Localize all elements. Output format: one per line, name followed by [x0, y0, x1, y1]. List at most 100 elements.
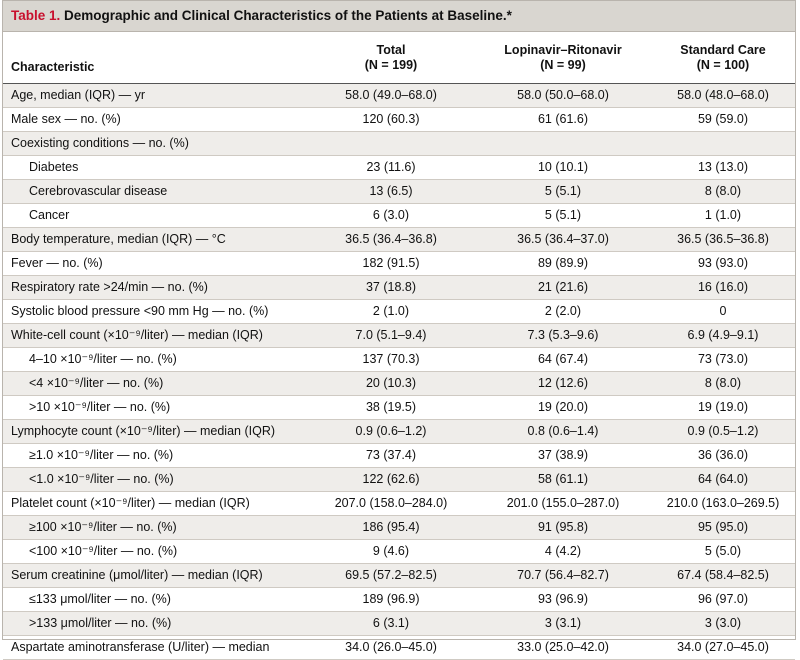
cell-total: 6 (3.0): [372, 208, 410, 222]
cell-standard-care: 13 (13.0): [697, 160, 749, 174]
cell-standard-care: 73 (73.0): [697, 352, 749, 366]
header-standard-care-n: (N = 100): [696, 58, 750, 72]
row-label: >133 μmol/liter — no. (%): [29, 616, 172, 630]
cell-lopinavir: 61 (61.6): [537, 112, 589, 126]
table-caption: Table 1. Demographic and Clinical Charac…: [3, 1, 795, 32]
header-total: Total (N = 199): [321, 43, 461, 73]
header-lopinavir: Lopinavir–Ritonavir (N = 99): [473, 43, 653, 73]
row-label: >10 ×10⁻⁹/liter — no. (%): [29, 400, 171, 414]
table-title: Demographic and Clinical Characteristics…: [60, 8, 512, 23]
header-total-n: (N = 199): [364, 58, 418, 72]
header-standard-care: Standard Care (N = 100): [633, 43, 800, 73]
table-row: Respiratory rate >24/min — no. (%) 37 (18…: [3, 276, 795, 300]
row-label: <100 ×10⁻⁹/liter — no. (%): [29, 544, 178, 558]
cell-total: 69.5 (57.2–82.5): [345, 568, 437, 582]
cell-lopinavir: 5 (5.1): [544, 208, 582, 222]
row-label: <1.0 ×10⁻⁹/liter — no. (%): [29, 472, 174, 486]
cell-total: 7.0 (5.1–9.4): [355, 328, 427, 342]
table-row: >133 μmol/liter — no. (%) 6 (3.1) 3 (3.1) 3…: [3, 612, 795, 636]
cell-total: 0.9 (0.6–1.2): [355, 424, 427, 438]
table-row: Coexisting conditions — no. (%): [3, 132, 795, 156]
cell-standard-care: 93 (93.0): [697, 256, 749, 270]
table-row: Male sex — no. (%) 120 (60.3) 61 (61.6) 59 …: [3, 108, 795, 132]
table-row: Body temperature, median (IQR) — °C 36.5 …: [3, 228, 795, 252]
cell-lopinavir: 7.3 (5.3–9.6): [527, 328, 599, 342]
cell-lopinavir: 5 (5.1): [544, 184, 582, 198]
cell-standard-care: 0.9 (0.5–1.2): [687, 424, 759, 438]
row-label: Platelet count (×10⁻⁹/liter) — median (I…: [11, 496, 250, 510]
row-label: Serum creatinine (μmol/liter) — median (…: [11, 568, 263, 582]
header-characteristic: Characteristic: [11, 60, 95, 74]
row-label: Respiratory rate >24/min — no. (%): [11, 280, 208, 294]
table-row: >10 ×10⁻⁹/liter — no. (%) 38 (19.5) 19 (20…: [3, 396, 795, 420]
row-label: Coexisting conditions — no. (%): [11, 136, 189, 150]
row-label: ≥1.0 ×10⁻⁹/liter — no. (%): [29, 448, 174, 462]
cell-standard-care: 96 (97.0): [697, 592, 749, 606]
cell-standard-care: 16 (16.0): [697, 280, 749, 294]
cell-standard-care: 5 (5.0): [704, 544, 742, 558]
table-row: Age, median (IQR) — yr 58.0 (49.0–68.0) 58…: [3, 84, 795, 108]
table-row: ≤133 μmol/liter — no. (%) 189 (96.9) 93 (9…: [3, 588, 795, 612]
row-label: Diabetes: [29, 160, 79, 174]
cell-standard-care: 3 (3.0): [704, 616, 742, 630]
header-lopinavir-n: (N = 99): [540, 58, 586, 72]
cell-total: 38 (19.5): [365, 400, 417, 414]
table-row: Cerebrovascular disease 13 (6.5) 5 (5.1) 8 …: [3, 180, 795, 204]
cell-standard-care: 34.0 (27.0–45.0): [677, 640, 769, 654]
cell-total: 122 (62.6): [362, 472, 420, 486]
row-label: ≤133 μmol/liter — no. (%): [29, 592, 171, 606]
cell-lopinavir: 201.0 (155.0–287.0): [506, 496, 620, 510]
cell-standard-care: 95 (95.0): [697, 520, 749, 534]
row-label: White-cell count (×10⁻⁹/liter) — median …: [11, 328, 263, 342]
cell-lopinavir: 3 (3.1): [544, 616, 582, 630]
row-label: 4–10 ×10⁻⁹/liter — no. (%): [29, 352, 177, 366]
table-row: Lymphocyte count (×10⁻⁹/liter) — median …: [3, 420, 795, 444]
cell-lopinavir: 0.8 (0.6–1.4): [527, 424, 599, 438]
cell-total: 186 (95.4): [362, 520, 420, 534]
cell-standard-care: 36.5 (36.5–36.8): [677, 232, 769, 246]
table-label: Table 1.: [11, 8, 61, 23]
row-label: Body temperature, median (IQR) — °C: [11, 232, 226, 246]
cell-lopinavir: 37 (38.9): [537, 448, 589, 462]
cell-total: 73 (37.4): [365, 448, 417, 462]
row-label: Systolic blood pressure <90 mm Hg — no. …: [11, 304, 269, 318]
cell-lopinavir: 89 (89.9): [537, 256, 589, 270]
cell-lopinavir: 58 (61.1): [537, 472, 589, 486]
cell-total: 20 (10.3): [365, 376, 417, 390]
cell-lopinavir: 70.7 (56.4–82.7): [517, 568, 609, 582]
cell-lopinavir: 21 (21.6): [537, 280, 589, 294]
table-row: Platelet count (×10⁻⁹/liter) — median (I…: [3, 492, 795, 516]
row-label: Lymphocyte count (×10⁻⁹/liter) — median …: [11, 424, 276, 438]
table-row: Aspartate aminotransferase (U/liter) — m…: [3, 636, 795, 660]
row-label: ≥100 ×10⁻⁹/liter — no. (%): [29, 520, 177, 534]
cell-total: 6 (3.1): [372, 616, 410, 630]
table-row: White-cell count (×10⁻⁹/liter) — median …: [3, 324, 795, 348]
table-row: Serum creatinine (μmol/liter) — median (…: [3, 564, 795, 588]
cell-standard-care: 58.0 (48.0–68.0): [677, 88, 769, 102]
cell-standard-care: 19 (19.0): [697, 400, 749, 414]
cell-standard-care: 64 (64.0): [697, 472, 749, 486]
cell-total: 37 (18.8): [365, 280, 417, 294]
cell-standard-care: 36 (36.0): [697, 448, 749, 462]
cell-lopinavir: 33.0 (25.0–42.0): [517, 640, 609, 654]
cell-standard-care: 210.0 (163.0–269.5): [666, 496, 780, 510]
cell-lopinavir: 19 (20.0): [537, 400, 589, 414]
table-header: Characteristic Total (N = 199) Lopinavir…: [3, 32, 795, 84]
header-lopinavir-label: Lopinavir–Ritonavir: [504, 43, 622, 57]
table-row: ≥100 ×10⁻⁹/liter — no. (%) 186 (95.4) 91 (…: [3, 516, 795, 540]
table-row: Diabetes 23 (11.6) 10 (10.1) 13 (13.0): [3, 156, 795, 180]
table-body: Age, median (IQR) — yr 58.0 (49.0–68.0) 58…: [3, 84, 795, 660]
cell-lopinavir: 93 (96.9): [537, 592, 589, 606]
cell-total: 182 (91.5): [362, 256, 420, 270]
cell-standard-care: 8 (8.0): [704, 376, 742, 390]
row-label: Male sex — no. (%): [11, 112, 121, 126]
cell-total: 13 (6.5): [369, 184, 413, 198]
cell-total: 2 (1.0): [372, 304, 410, 318]
cell-lopinavir: 91 (95.8): [537, 520, 589, 534]
cell-total: 137 (70.3): [362, 352, 420, 366]
cell-lopinavir: 10 (10.1): [537, 160, 589, 174]
cell-standard-care: 67.4 (58.4–82.5): [677, 568, 769, 582]
row-label: Aspartate aminotransferase (U/liter) — m…: [11, 640, 270, 654]
table-row: <1.0 ×10⁻⁹/liter — no. (%) 122 (62.6) 58 (…: [3, 468, 795, 492]
